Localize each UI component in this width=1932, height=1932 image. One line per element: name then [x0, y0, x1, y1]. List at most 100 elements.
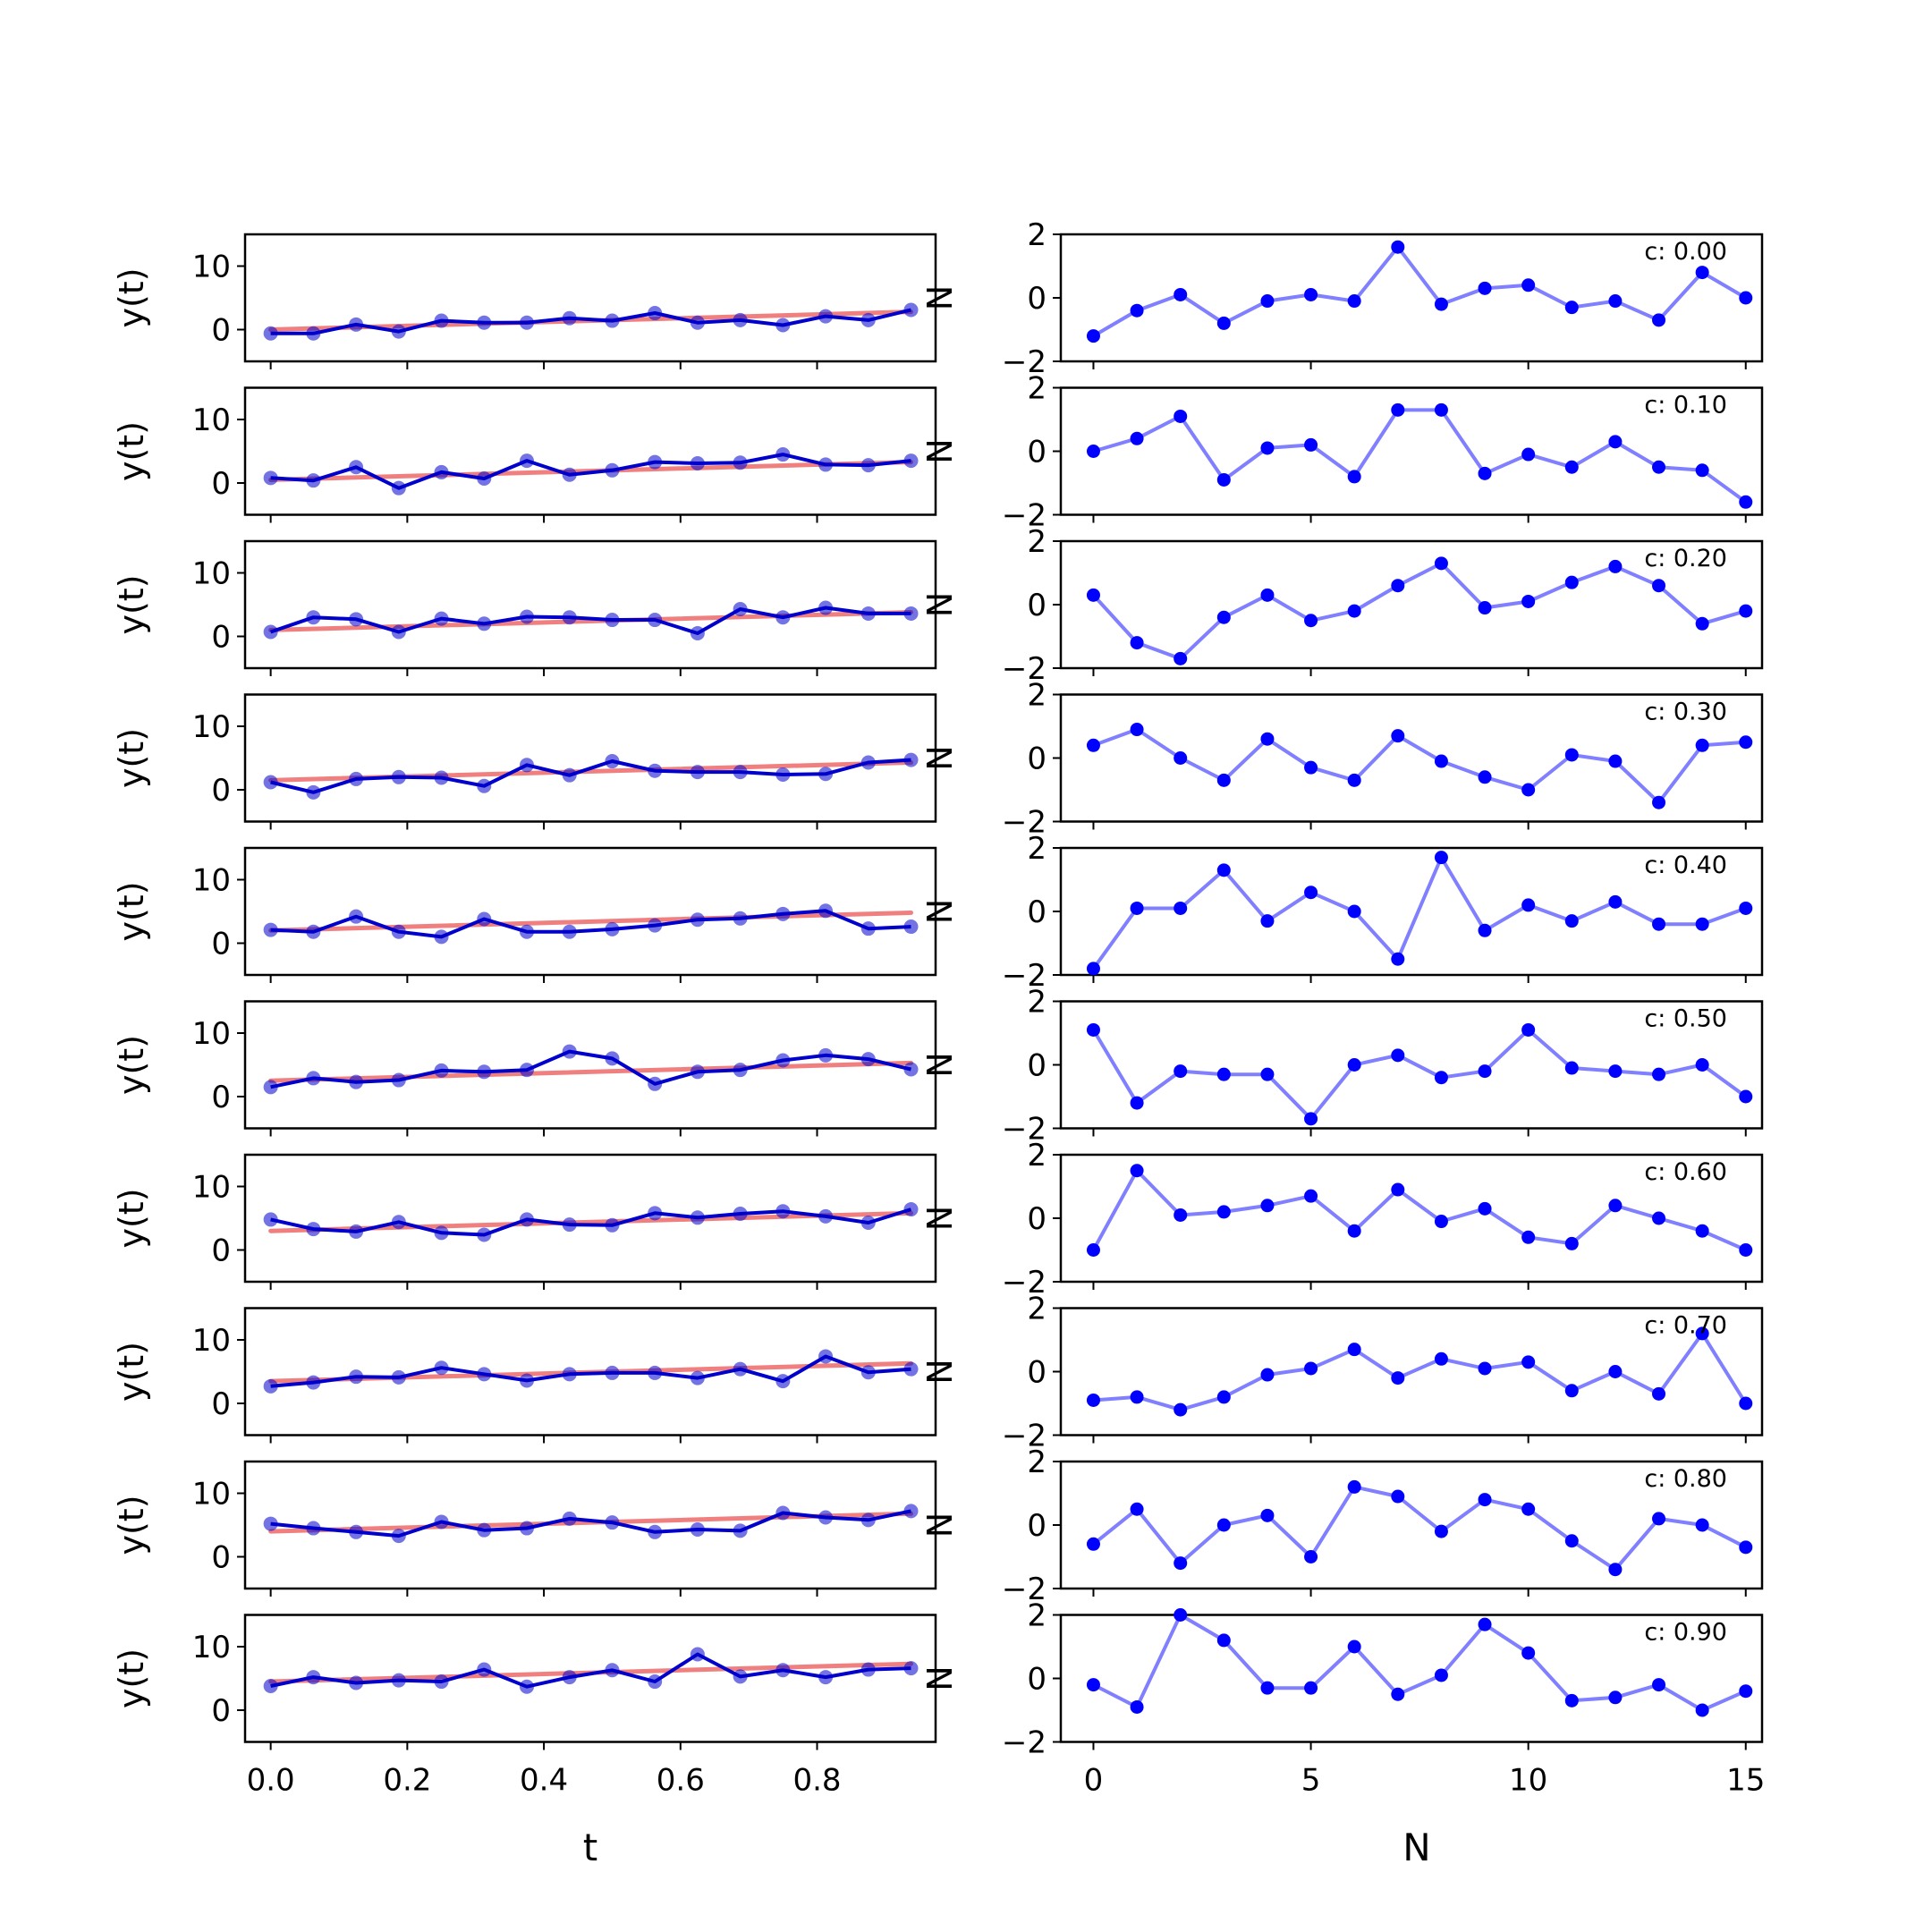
noise-point — [1216, 316, 1231, 330]
noise-point — [1695, 1224, 1709, 1238]
noise-point — [1086, 738, 1100, 752]
c-annotation: c: 0.50 — [1644, 1005, 1727, 1033]
trend-line — [268, 910, 914, 933]
noise-point — [1216, 1205, 1231, 1219]
noise-point — [1608, 294, 1623, 309]
noise-point — [1434, 556, 1448, 571]
noise-point — [1216, 773, 1231, 787]
y-tick-label: −2 — [1002, 344, 1046, 380]
noise-point — [1304, 1550, 1318, 1563]
y-tick-label: −2 — [1002, 958, 1046, 994]
y-tick-label: 0 — [1027, 281, 1046, 317]
left-x-axis-label: t — [583, 1826, 597, 1869]
right-y-axis-label: N — [920, 1513, 960, 1538]
noise-point — [1304, 760, 1318, 775]
observed-point — [903, 606, 919, 621]
noise-point — [1347, 470, 1361, 484]
noise-line — [1092, 727, 1746, 805]
noise-point — [1130, 1164, 1144, 1178]
noise-point — [1739, 735, 1753, 750]
noise-point — [1521, 594, 1536, 608]
y-tick-label: 0 — [1027, 1508, 1046, 1544]
noise-point — [1564, 575, 1579, 589]
observed-line — [270, 909, 911, 939]
noise-point — [1695, 917, 1709, 931]
y-tick-label: 0 — [1027, 588, 1046, 623]
observed-line — [269, 606, 911, 635]
noise-point — [1478, 1201, 1492, 1216]
noise-point — [1521, 1646, 1536, 1660]
noise-point — [1260, 294, 1275, 309]
y-tick-label: −2 — [1002, 1725, 1046, 1761]
noise-point — [1521, 1230, 1536, 1244]
left-subplot-0.10: 0 10 y(t) — [112, 386, 937, 523]
noise-point — [1391, 579, 1405, 593]
left-axes-frame — [243, 693, 937, 823]
noise-line — [1091, 855, 1747, 970]
noise-point — [1260, 1681, 1275, 1695]
observed-point — [903, 453, 919, 469]
noise-point — [1434, 297, 1448, 311]
right-x-axis-label: N — [1402, 1826, 1430, 1869]
x-tick-label: 0.0 — [247, 1763, 295, 1799]
x-tick-label: 0.4 — [520, 1763, 568, 1799]
y-tick-label: −2 — [1002, 1265, 1046, 1301]
noise-point — [1695, 266, 1709, 280]
noise-point — [1564, 1693, 1579, 1707]
noise-point — [1347, 904, 1361, 919]
noise-point — [1260, 732, 1275, 746]
noise-point — [1391, 402, 1405, 417]
noise-point — [1739, 495, 1753, 509]
y-tick-label: 0 — [1027, 894, 1046, 930]
noise-point — [1174, 901, 1188, 915]
noise-point — [1086, 1243, 1100, 1257]
noise-point — [1347, 1640, 1361, 1654]
noise-point — [1478, 923, 1492, 937]
y-tick-label: 2 — [1027, 831, 1046, 867]
noise-point — [1695, 1326, 1709, 1341]
y-tick-label: −2 — [1002, 1112, 1046, 1148]
c-annotation: c: 0.70 — [1644, 1312, 1727, 1340]
noise-point — [1608, 1563, 1623, 1577]
noise-point — [1478, 1361, 1492, 1376]
noise-point — [1695, 616, 1709, 631]
noise-point — [1304, 1681, 1318, 1695]
y-tick-label: 0 — [211, 1233, 231, 1269]
noise-point — [1260, 441, 1275, 455]
y-tick-label: 2 — [1027, 1138, 1046, 1174]
noise-point — [1130, 901, 1144, 915]
noise-point — [1434, 851, 1448, 865]
noise-point — [1086, 962, 1100, 976]
noise-point — [1434, 402, 1448, 417]
right-y-axis-label: N — [920, 899, 960, 924]
noise-line — [1091, 1028, 1747, 1121]
noise-point — [1564, 1384, 1579, 1398]
noise-point — [1564, 748, 1579, 762]
y-tick-label: −2 — [1002, 805, 1046, 841]
observed-point — [903, 1661, 919, 1676]
y-tick-label: 0 — [211, 1693, 231, 1729]
right-y-axis-label: N — [920, 1359, 960, 1384]
noise-point — [1521, 278, 1536, 292]
noise-point — [1434, 1668, 1448, 1682]
left-subplot-0.50: 0 10 y(t) — [112, 1000, 937, 1137]
noise-point — [1260, 914, 1275, 928]
noise-point — [1174, 1064, 1188, 1079]
noise-point — [1216, 1633, 1231, 1648]
noise-point — [1086, 1393, 1100, 1407]
noise-point — [1304, 1361, 1318, 1376]
noise-point — [1608, 435, 1623, 449]
noise-point — [1260, 1508, 1275, 1522]
left-y-axis-label: y(t) — [112, 1495, 151, 1555]
c-annotation: c: 0.10 — [1644, 392, 1727, 419]
observed-point — [903, 752, 919, 767]
noise-point — [1174, 409, 1188, 423]
noise-point — [1216, 1518, 1231, 1532]
noise-point — [1652, 313, 1666, 327]
left-y-axis-label: y(t) — [112, 728, 151, 788]
noise-point — [1608, 1690, 1623, 1705]
